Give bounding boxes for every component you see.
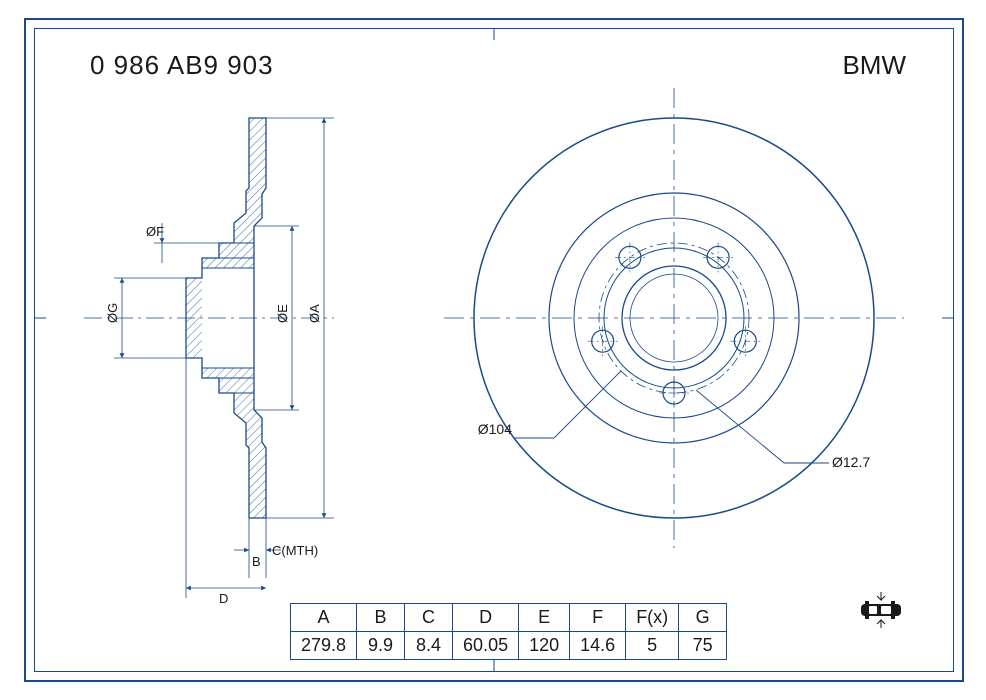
td-A: 279.8 — [291, 632, 357, 660]
label-phiF: ØF — [146, 224, 164, 239]
th-D: D — [453, 604, 519, 632]
axle-position-icon — [851, 590, 911, 630]
td-D: 60.05 — [453, 632, 519, 660]
label-phiA: ØA — [307, 304, 322, 323]
td-F: 14.6 — [570, 632, 626, 660]
th-G: G — [679, 604, 727, 632]
label-phiE: ØE — [275, 304, 290, 323]
technical-drawing: ØA ØE ØF ØG — [34, 28, 954, 672]
td-E: 120 — [519, 632, 570, 660]
label-phiG: ØG — [105, 303, 120, 323]
front-view: Ø104 Ø12.7 — [444, 88, 904, 548]
th-F: F — [570, 604, 626, 632]
callout-bolt-dia: Ø12.7 — [832, 454, 870, 470]
th-A: A — [291, 604, 357, 632]
th-Fx: F(x) — [626, 604, 679, 632]
th-B: B — [357, 604, 405, 632]
td-B: 9.9 — [357, 632, 405, 660]
label-C: C(MTH) — [272, 543, 318, 558]
th-E: E — [519, 604, 570, 632]
th-C: C — [405, 604, 453, 632]
dimension-table: A B C D E F F(x) G 279.8 9.9 8.4 60.05 1… — [290, 603, 727, 660]
side-view: ØA ØE ØF ØG — [84, 118, 334, 606]
table-header-row: A B C D E F F(x) G — [291, 604, 727, 632]
td-G: 75 — [679, 632, 727, 660]
callout-bolt-circle: Ø104 — [478, 421, 512, 437]
table-value-row: 279.8 9.9 8.4 60.05 120 14.6 5 75 — [291, 632, 727, 660]
td-Fx: 5 — [626, 632, 679, 660]
td-C: 8.4 — [405, 632, 453, 660]
label-D: D — [219, 591, 228, 606]
label-B: B — [252, 554, 261, 569]
